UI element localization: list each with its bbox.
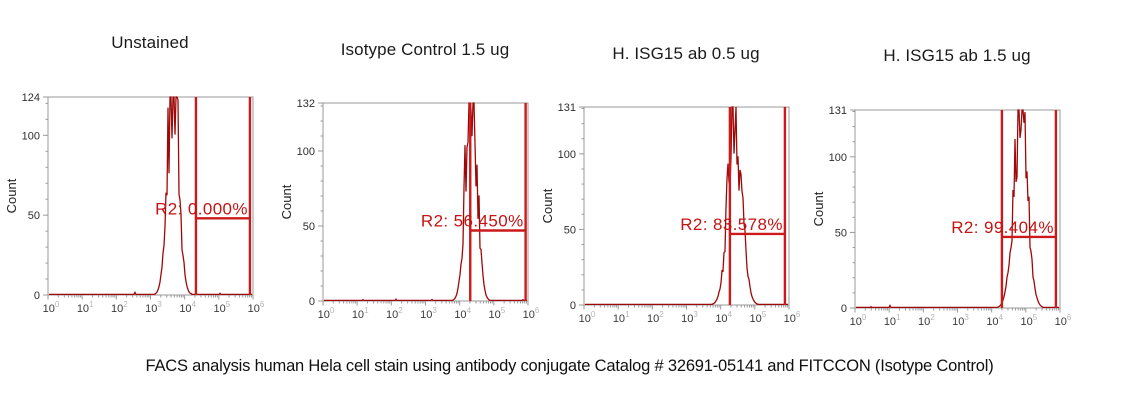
x-tick-label: 104 [454, 306, 471, 321]
x-tick-label: 105 [213, 300, 230, 315]
x-tick-label: 103 [952, 313, 969, 328]
x-tick-label: 100 [43, 300, 60, 315]
y-tick-label: 100 [829, 152, 847, 164]
plot-frame [47, 96, 254, 296]
y-tick-label: 50 [835, 227, 847, 239]
y-tick-label: 50 [564, 224, 576, 236]
x-tick-label: 105 [749, 310, 766, 325]
gate-percentage-label: R2: 0.000% [155, 199, 248, 218]
y-tick-label: 132 [297, 98, 315, 110]
histogram-curve [585, 106, 788, 306]
panel-unstained: Unstained 100 101 102 103 104 105 106 0 50 100 124… [0, 0, 300, 345]
x-tick-label: 103 [681, 310, 698, 325]
y-axis-label: Count [4, 178, 19, 213]
x-tick-label: 106 [248, 300, 265, 315]
x-tick-label: 102 [386, 306, 403, 321]
y-axis-label: Count [279, 184, 294, 219]
x-tick-label: 101 [613, 310, 630, 325]
y-tick-label: 0 [841, 303, 847, 315]
y-tick-label: 100 [297, 146, 315, 158]
panel-isg15-1-5ug: H. ISG15 ab 1.5 ug 100 101 102 103 104 105 106… [807, 0, 1107, 345]
x-tick-label: 103 [420, 306, 437, 321]
x-tick-label: 102 [647, 310, 664, 325]
y-tick-label: 100 [22, 130, 40, 142]
panel-title: H. ISG15 ab 1.5 ug [883, 46, 1031, 65]
histogram-curve [856, 109, 1059, 309]
y-tick-label: 100 [558, 149, 576, 161]
histogram-plot-unstained: 100 101 102 103 104 105 106 0 50 100 124 Count R2: 0… [4, 92, 265, 315]
x-tick-label: 106 [1055, 313, 1072, 328]
x-tick-label: 105 [488, 306, 505, 321]
y-tick-label: 0 [570, 300, 576, 312]
histogram-curve [324, 102, 527, 302]
plot-frame [583, 106, 790, 306]
y-axis-label: Count [811, 191, 826, 226]
y-tick-label: 0 [34, 290, 40, 302]
gate-percentage-label: R2: 56.450% [421, 212, 524, 231]
panel-title: Isotype Control 1.5 ug [340, 40, 510, 59]
x-tick-label: 100 [850, 313, 867, 328]
histogram-curve [49, 96, 252, 296]
x-tick-label: 103 [145, 300, 162, 315]
histogram-plot-isg15-1-5ug: 100 101 102 103 104 105 106 0 50 100 131 Count R2: 9… [811, 105, 1072, 328]
x-tick-label: 100 [579, 310, 596, 325]
x-tick-label: 102 [918, 313, 935, 328]
x-tick-label: 101 [352, 306, 369, 321]
plot-frame [322, 102, 529, 302]
y-tick-label: 124 [22, 92, 40, 104]
x-tick-label: 104 [986, 313, 1003, 328]
x-tick-label: 106 [784, 310, 801, 325]
y-tick-label: 131 [558, 102, 576, 114]
panel-title: H. ISG15 ab 0.5 ug [612, 44, 760, 63]
figure-caption: FACS analysis human Hela cell stain usin… [145, 357, 994, 375]
y-tick-label: 50 [28, 210, 40, 222]
x-tick-label: 104 [179, 300, 196, 315]
histogram-plot-isg15-0-5ug: 100 101 102 103 104 105 106 0 50 100 131 Count R2: 8… [540, 102, 801, 325]
x-tick-label: 105 [1020, 313, 1037, 328]
x-tick-label: 100 [318, 306, 335, 321]
y-tick-label: 131 [829, 105, 847, 117]
x-tick-label: 102 [111, 300, 128, 315]
y-axis-label: Count [540, 188, 555, 223]
gate-percentage-label: R2: 99.404% [951, 218, 1054, 237]
panel-isg15-0-5ug: H. ISG15 ab 0.5 ug 100 101 102 103 104 105 106… [536, 0, 836, 345]
x-tick-label: 101 [884, 313, 901, 328]
y-tick-label: 50 [303, 221, 315, 233]
y-tick-label: 0 [309, 296, 315, 308]
gate-percentage-label: R2: 83.578% [680, 215, 783, 234]
panel-isotype-control: Isotype Control 1.5 ug 100 101 102 103 104 10… [275, 0, 575, 345]
x-tick-label: 104 [715, 310, 732, 325]
panel-title: Unstained [111, 33, 189, 52]
x-tick-label: 101 [77, 300, 94, 315]
